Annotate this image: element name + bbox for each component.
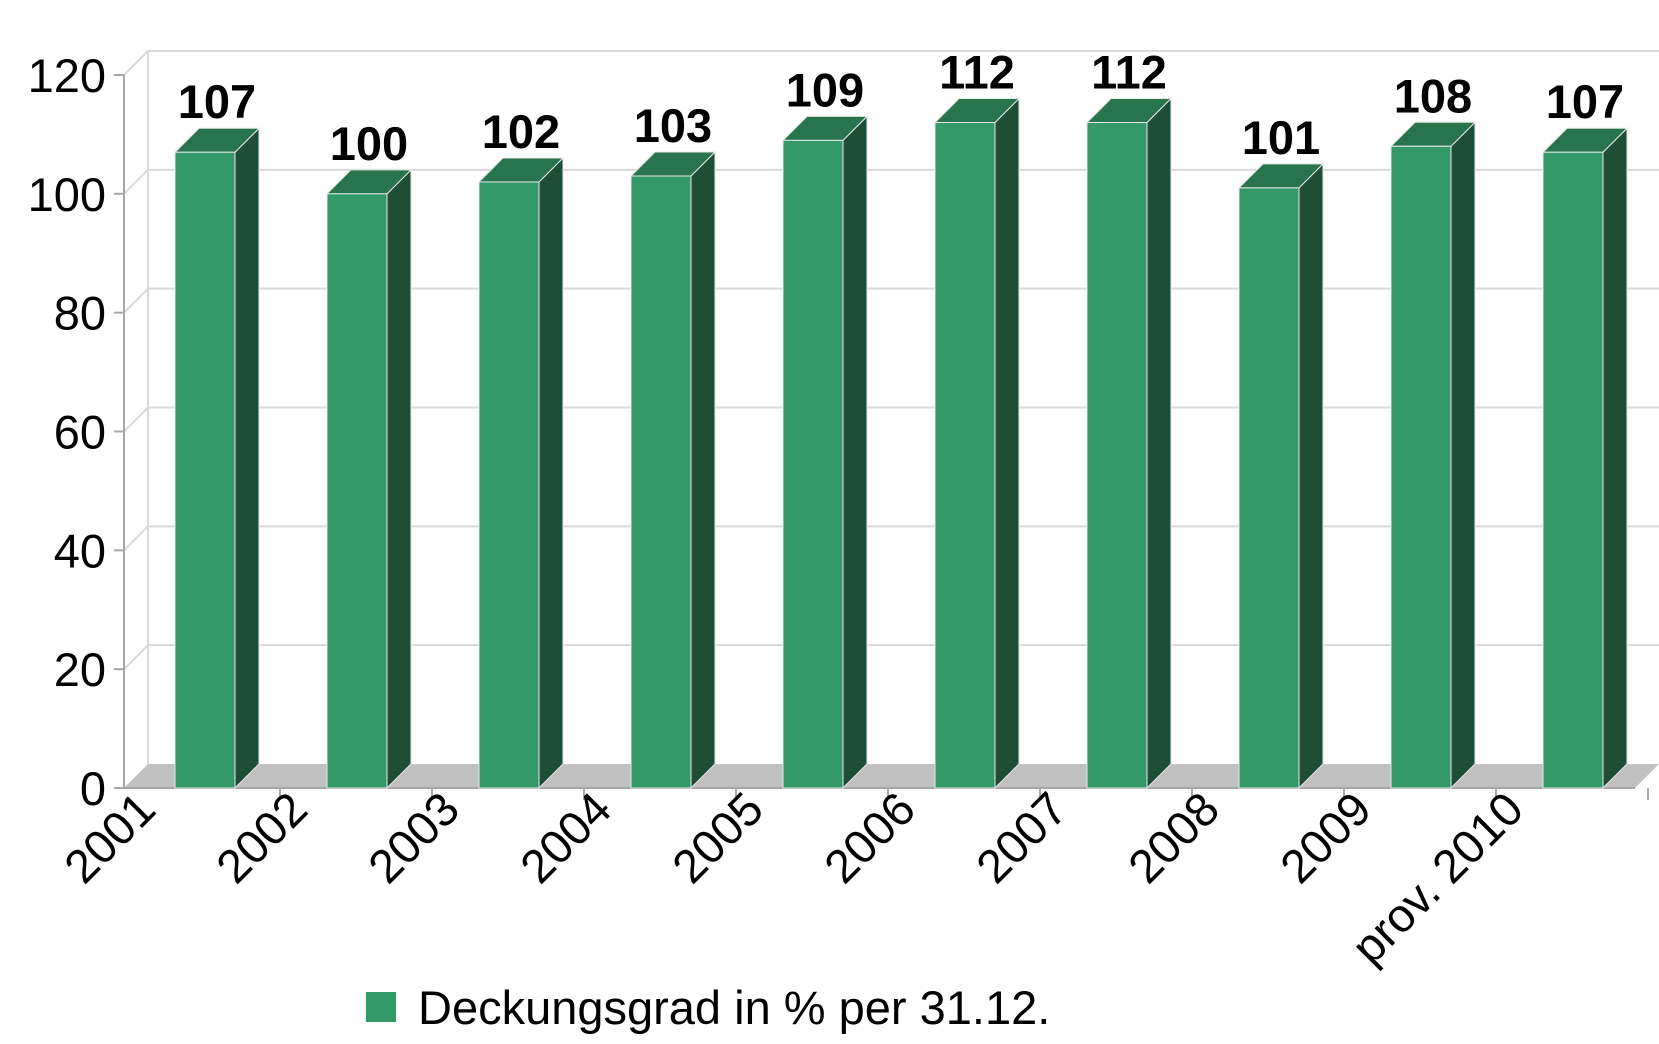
side-gridline xyxy=(123,406,149,433)
x-tick-label: 2001 xyxy=(54,782,165,893)
y-tick-label: 40 xyxy=(54,524,106,577)
bar-side xyxy=(994,97,1020,790)
bar xyxy=(326,193,388,789)
x-tick-label: 2003 xyxy=(358,782,469,893)
data-label: 107 xyxy=(1546,75,1624,128)
legend-swatch xyxy=(366,992,396,1022)
bar-side xyxy=(538,156,564,790)
bar-side xyxy=(842,115,868,790)
bar xyxy=(934,122,996,789)
legend-label: Deckungsgrad in % per 31.12. xyxy=(418,980,1051,1034)
y-tick-label: 60 xyxy=(54,406,106,459)
data-label: 102 xyxy=(482,105,560,158)
data-label: 109 xyxy=(786,63,864,116)
data-label: 103 xyxy=(634,99,712,152)
x-tick-label: 2005 xyxy=(662,782,773,893)
data-label: 101 xyxy=(1242,111,1320,164)
bar xyxy=(1390,145,1452,789)
side-gridline xyxy=(123,644,149,670)
bar-side xyxy=(386,168,412,790)
y-tick-label: 0 xyxy=(80,762,106,815)
x-tick-label: 2009 xyxy=(1270,782,1381,893)
y-tick-label: 100 xyxy=(28,168,106,221)
side-gridline xyxy=(123,50,149,76)
y-tick-label: 120 xyxy=(28,49,106,102)
bar-side xyxy=(690,150,716,790)
bar-side xyxy=(234,127,260,790)
bar xyxy=(782,139,844,789)
y-tick-label: 80 xyxy=(54,287,106,340)
bar-side xyxy=(1298,162,1324,790)
bar xyxy=(478,181,540,789)
y-tick-label: 20 xyxy=(54,643,106,696)
bar-side xyxy=(1146,97,1172,790)
bar xyxy=(1238,187,1300,789)
data-label: 112 xyxy=(939,46,1015,99)
x-tick-label: 2002 xyxy=(206,782,317,893)
side-gridline xyxy=(123,169,149,195)
x-tick-label: 2006 xyxy=(814,782,925,893)
bar xyxy=(174,151,236,789)
data-label: 108 xyxy=(1394,69,1472,122)
data-label: 100 xyxy=(330,117,408,170)
side-gridline xyxy=(123,525,149,552)
x-tick-label: 2008 xyxy=(1118,782,1229,893)
bar-side xyxy=(1450,121,1476,790)
x-tick-label: 2007 xyxy=(966,782,1077,893)
legend: Deckungsgrad in % per 31.12. xyxy=(366,980,1051,1034)
bar xyxy=(1086,122,1148,789)
bar xyxy=(1542,151,1604,789)
bar-side xyxy=(1602,127,1628,790)
bar xyxy=(630,175,692,789)
side-gridline xyxy=(123,287,149,314)
data-label: 107 xyxy=(178,75,256,128)
x-tick-label: 2004 xyxy=(510,782,621,893)
data-label: 112 xyxy=(1091,46,1167,99)
